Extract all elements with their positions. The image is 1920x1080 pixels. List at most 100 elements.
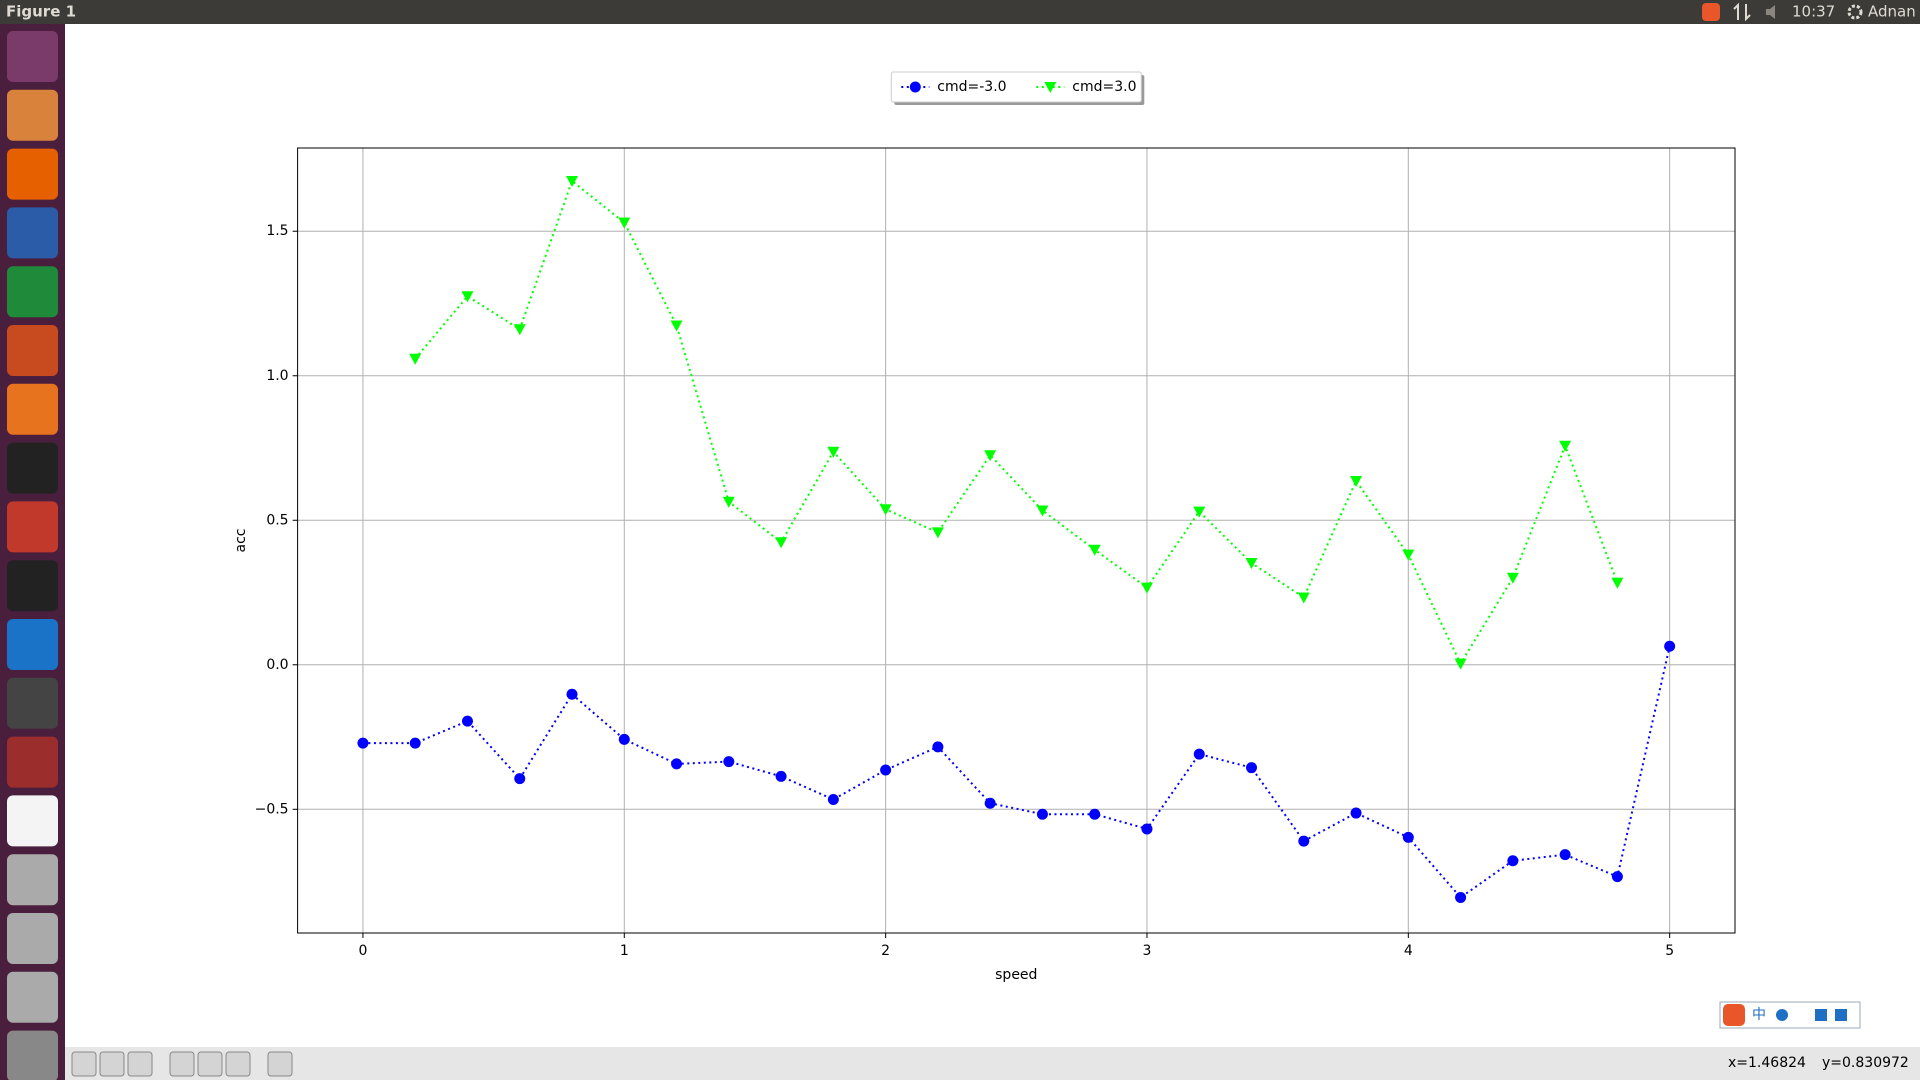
marker	[1611, 871, 1623, 883]
marker	[1044, 82, 1057, 93]
marker	[1506, 572, 1519, 584]
ime-label[interactable]: 中	[1752, 1007, 1766, 1023]
toolbar-button[interactable]	[197, 1051, 223, 1077]
launcher-icon[interactable]	[7, 31, 58, 82]
marker	[1193, 748, 1205, 760]
user-name[interactable]: Adnan	[1868, 3, 1916, 21]
marker	[1298, 835, 1310, 847]
y-tick-label: 1.0	[266, 368, 288, 384]
window-title: Figure 1	[6, 3, 76, 21]
marker	[722, 496, 735, 508]
marker	[1402, 549, 1415, 561]
x-tick-label: 4	[1404, 943, 1413, 959]
series-line	[362, 646, 1671, 899]
legend-box	[890, 71, 1142, 103]
status-y: y=0.830972	[1822, 1055, 1909, 1071]
toolbar-button[interactable]	[127, 1051, 153, 1077]
launcher-icon[interactable]	[7, 619, 58, 670]
network-icon[interactable]	[1733, 2, 1751, 22]
marker	[1455, 891, 1467, 903]
chart: 0 1 2 3 4 5 −0.5 0.0 0.5 1.0 1.5 speed acc cmd=-3.0 cm…	[233, 71, 1736, 983]
ime-skin[interactable]	[1815, 1009, 1827, 1021]
marker	[670, 320, 683, 332]
launcher	[0, 24, 65, 1080]
marker	[1454, 658, 1467, 670]
x-tick-label: 0	[358, 943, 367, 959]
ime-logo[interactable]	[1723, 1004, 1745, 1026]
marker	[1559, 849, 1571, 861]
ime-tools[interactable]	[1835, 1009, 1847, 1021]
ime-indicator[interactable]	[1702, 3, 1720, 21]
marker	[1507, 855, 1519, 867]
marker	[1140, 582, 1153, 594]
marker	[409, 353, 422, 365]
marker	[1246, 762, 1258, 774]
marker	[1036, 808, 1048, 820]
marker	[1036, 505, 1049, 517]
launcher-icon[interactable]	[7, 677, 58, 729]
launcher-icon[interactable]	[7, 383, 58, 435]
x-axis-label: speed	[995, 967, 1037, 983]
marker	[566, 688, 578, 700]
launcher-icon[interactable]	[7, 560, 58, 612]
launcher-icon[interactable]	[7, 266, 58, 318]
marker	[723, 756, 735, 768]
toolbar-bg	[65, 1047, 1920, 1080]
y-tick-label: 1.5	[266, 223, 288, 239]
marker	[1559, 440, 1572, 452]
toolbar-button[interactable]	[225, 1051, 251, 1077]
launcher-icon[interactable]	[7, 89, 58, 141]
y-axis-label: acc	[233, 529, 249, 553]
x-tick-label: 3	[1143, 943, 1152, 959]
marker	[618, 217, 631, 229]
marker	[984, 450, 997, 462]
y-tick-label: 0.5	[266, 512, 288, 528]
marker	[461, 715, 473, 727]
marker	[1297, 592, 1310, 604]
marker	[618, 733, 630, 745]
clock[interactable]: 10:37	[1792, 3, 1835, 21]
marker	[513, 324, 526, 336]
marker	[566, 175, 579, 187]
launcher-icon[interactable]	[7, 795, 58, 847]
marker	[775, 537, 788, 549]
top-bar: Figure 1 10:37 Adnan	[0, 0, 1920, 24]
launcher-icon[interactable]	[7, 971, 58, 1023]
marker	[1245, 558, 1258, 570]
launcher-icon[interactable]	[7, 736, 58, 788]
settings-icon[interactable]	[1847, 4, 1863, 20]
toolbar-button[interactable]	[169, 1051, 195, 1077]
marker	[1141, 823, 1153, 835]
launcher-icon[interactable]	[7, 207, 58, 259]
ime-bar: 中	[1719, 1001, 1861, 1029]
marker	[1089, 808, 1101, 820]
ime-punct[interactable]	[1776, 1009, 1788, 1021]
x-tick-label: 5	[1665, 943, 1674, 959]
launcher-icon[interactable]	[7, 913, 58, 964]
launcher-icon[interactable]	[7, 854, 58, 906]
marker	[1402, 831, 1414, 843]
marker	[514, 773, 526, 785]
launcher-icons	[7, 31, 58, 1080]
toolbar-button[interactable]	[99, 1051, 125, 1077]
toolbar-button[interactable]	[267, 1051, 293, 1077]
x-tick-label: 1	[620, 943, 629, 959]
plot-frame	[297, 147, 1736, 934]
marker	[879, 504, 892, 516]
volume-icon[interactable]	[1766, 5, 1775, 19]
marker	[827, 793, 839, 805]
marker	[1611, 577, 1624, 589]
launcher-icon[interactable]	[7, 148, 58, 200]
marker	[909, 81, 921, 93]
launcher-icon[interactable]	[7, 442, 58, 494]
top-bar-bg	[0, 0, 1920, 24]
toolbar-button[interactable]	[71, 1051, 97, 1077]
launcher-icon[interactable]	[7, 325, 58, 376]
marker	[357, 737, 369, 749]
launcher-icon[interactable]	[7, 1030, 58, 1080]
marker	[1350, 475, 1363, 487]
launcher-icon[interactable]	[7, 501, 58, 553]
